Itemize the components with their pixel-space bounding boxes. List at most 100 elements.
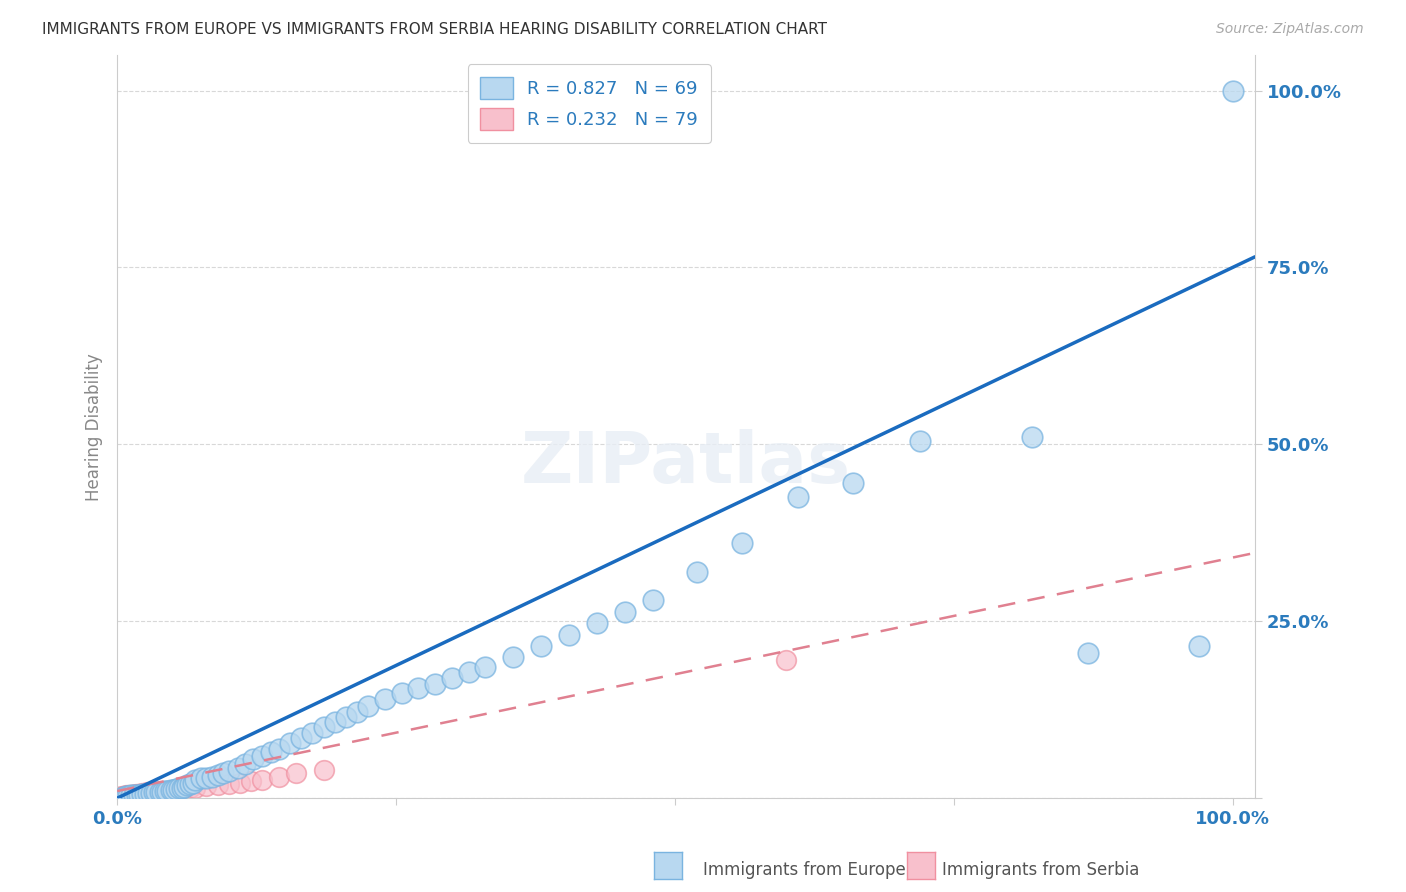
Point xyxy=(278,736,301,750)
Point xyxy=(150,785,173,799)
Point xyxy=(775,653,797,667)
Point xyxy=(129,787,152,801)
Point xyxy=(114,789,136,803)
Point xyxy=(686,565,709,579)
Point xyxy=(260,745,283,759)
Point xyxy=(374,692,396,706)
Point xyxy=(131,786,153,800)
Point xyxy=(121,788,143,802)
Point xyxy=(457,665,479,680)
Point xyxy=(613,605,636,619)
Point xyxy=(125,787,148,801)
Point xyxy=(357,699,380,714)
Y-axis label: Hearing Disability: Hearing Disability xyxy=(86,352,103,500)
Legend: R = 0.827   N = 69, R = 0.232   N = 79: R = 0.827 N = 69, R = 0.232 N = 79 xyxy=(468,64,710,143)
Point xyxy=(184,773,207,788)
Point xyxy=(346,705,368,719)
Point xyxy=(128,788,150,802)
Point xyxy=(218,764,240,779)
Point xyxy=(179,777,201,791)
Point xyxy=(107,790,129,805)
Point xyxy=(423,676,446,690)
Point xyxy=(143,785,166,799)
Point xyxy=(108,790,131,805)
Point xyxy=(153,784,176,798)
Point xyxy=(141,785,163,799)
Point xyxy=(195,779,218,793)
Point xyxy=(173,780,195,794)
Point xyxy=(1188,639,1211,653)
Point xyxy=(335,710,357,724)
Point xyxy=(267,770,290,784)
Point xyxy=(134,787,156,801)
Point xyxy=(118,789,141,803)
Point xyxy=(440,671,463,685)
Point xyxy=(134,786,156,800)
Point xyxy=(165,781,187,796)
Point xyxy=(157,784,180,798)
Point xyxy=(125,788,148,802)
Point xyxy=(910,434,932,448)
Point xyxy=(111,789,134,804)
Point xyxy=(207,778,229,792)
Point xyxy=(167,781,190,796)
Point xyxy=(138,787,160,801)
Point xyxy=(132,787,155,801)
Text: Immigrants from Serbia: Immigrants from Serbia xyxy=(942,861,1139,879)
Point xyxy=(138,786,160,800)
Point xyxy=(121,789,143,803)
Point xyxy=(1222,83,1244,97)
Point xyxy=(115,789,138,803)
Point xyxy=(132,788,155,802)
Point xyxy=(108,789,131,804)
Point xyxy=(242,752,264,766)
Point xyxy=(120,789,142,803)
Point xyxy=(139,786,162,800)
Point xyxy=(124,788,146,802)
Point xyxy=(181,775,204,789)
Point xyxy=(173,781,195,796)
Point xyxy=(136,785,159,799)
Point xyxy=(218,777,240,791)
Point xyxy=(558,628,581,642)
Text: ZIPatlas: ZIPatlas xyxy=(522,429,851,499)
Text: IMMIGRANTS FROM EUROPE VS IMMIGRANTS FROM SERBIA HEARING DISABILITY CORRELATION : IMMIGRANTS FROM EUROPE VS IMMIGRANTS FRO… xyxy=(42,22,827,37)
Point xyxy=(112,789,135,803)
Point xyxy=(127,789,149,803)
Point xyxy=(156,784,179,798)
Point xyxy=(153,784,176,798)
Point xyxy=(135,786,157,800)
Point xyxy=(148,785,170,799)
Point xyxy=(127,788,149,802)
Point xyxy=(142,785,165,799)
Point xyxy=(408,681,430,696)
Point xyxy=(127,788,149,802)
Point xyxy=(786,491,808,505)
Point xyxy=(312,720,335,734)
Point xyxy=(167,782,190,797)
Point xyxy=(127,787,149,801)
Point xyxy=(195,772,218,786)
Point xyxy=(118,789,141,803)
Point xyxy=(111,789,134,804)
Text: Source: ZipAtlas.com: Source: ZipAtlas.com xyxy=(1216,22,1364,37)
Point xyxy=(139,786,162,800)
Point xyxy=(131,787,153,801)
Point xyxy=(115,789,138,804)
Point xyxy=(159,784,181,798)
Point xyxy=(111,790,134,805)
Point xyxy=(131,787,153,801)
Point xyxy=(502,649,524,664)
Point xyxy=(122,789,145,803)
Point xyxy=(122,788,145,802)
Point xyxy=(121,789,143,803)
Point xyxy=(111,789,134,804)
Point xyxy=(240,774,263,789)
Point xyxy=(207,768,229,782)
Point xyxy=(290,731,312,745)
Point xyxy=(110,789,132,804)
Point xyxy=(226,761,249,775)
Point xyxy=(114,789,136,804)
Point xyxy=(129,788,152,802)
Point xyxy=(143,785,166,799)
